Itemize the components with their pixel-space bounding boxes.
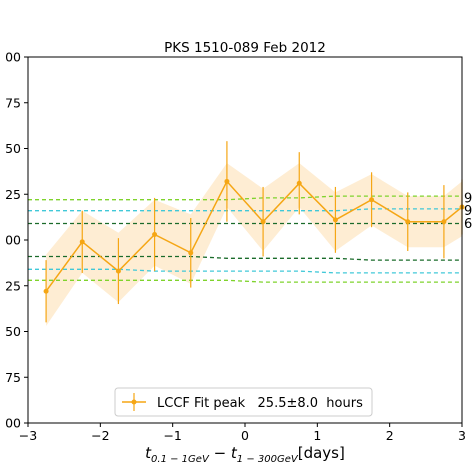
significance-lines [28,195,462,283]
x-axis-label: t0.1 − 1GeV − t1 − 300GeV[days] [145,444,345,465]
side-labels: 996 [464,191,472,232]
legend: LCCF Fit peak 25.5±8.0 hours [114,387,373,417]
data-point [79,239,85,245]
chart-title: PKS 1510-089 Feb 2012 [164,40,326,56]
data-point [369,197,375,203]
significance-side-label: 9 [464,191,472,206]
data-point [43,288,49,294]
data-point [405,219,411,225]
legend-box [114,387,373,417]
x-tick-label: −3 [19,428,37,443]
significance-side-label: 6 [464,217,472,232]
data-point [441,219,447,225]
y-tick-label: 00 [5,233,21,248]
y-tick-label: 75 [5,370,21,385]
x-tick-label: 1 [313,428,321,443]
data-point [115,268,121,274]
significance-side-label: 9 [464,204,472,219]
x-tick-label: −2 [91,428,109,443]
significance-line-2-lower [28,255,462,261]
band-area [46,163,462,326]
data-point [296,180,302,186]
data-point [224,178,230,184]
significance-line-1-upper [28,208,462,212]
y-tick-label: 00 [5,50,21,65]
y-axis-ticks: 00 75 50 25 00 25 50 75 00 [5,50,28,431]
confidence-band [46,163,462,326]
legend-label: LCCF Fit peak 25.5±8.0 hours [157,396,363,411]
y-tick-label: 50 [5,324,21,339]
y-tick-label: 25 [5,278,21,293]
x-tick-label: 0 [241,428,249,443]
x-tick-label: −1 [163,428,181,443]
x-label-minus: − [209,444,231,462]
y-tick-label: 00 [5,416,21,431]
y-tick-label: 50 [5,141,21,156]
x-tick-label: 3 [458,428,466,443]
x-tick-label: 2 [386,428,394,443]
x-label-t1: t [145,444,152,462]
x-label-unit: [days] [298,444,345,462]
data-point [188,250,194,256]
x-label-sub2: 1 − 300GeV [237,454,299,465]
y-tick-label: 25 [5,187,21,202]
x-label-t2: t [231,444,238,462]
significance-line-1-lower [28,268,462,274]
significance-line-0-upper [28,195,462,201]
significance-line-0-lower [28,279,462,283]
x-label-sub1: 0.1 − 1GeV [151,454,210,465]
data-point [332,217,338,223]
data-point [152,232,158,238]
legend-point-marker [131,399,137,405]
y-tick-label: 75 [5,95,21,110]
data-point [260,219,266,225]
x-axis-ticks: −3 −2 −1 0 1 2 3 [19,423,466,443]
lccf-series [43,141,465,323]
